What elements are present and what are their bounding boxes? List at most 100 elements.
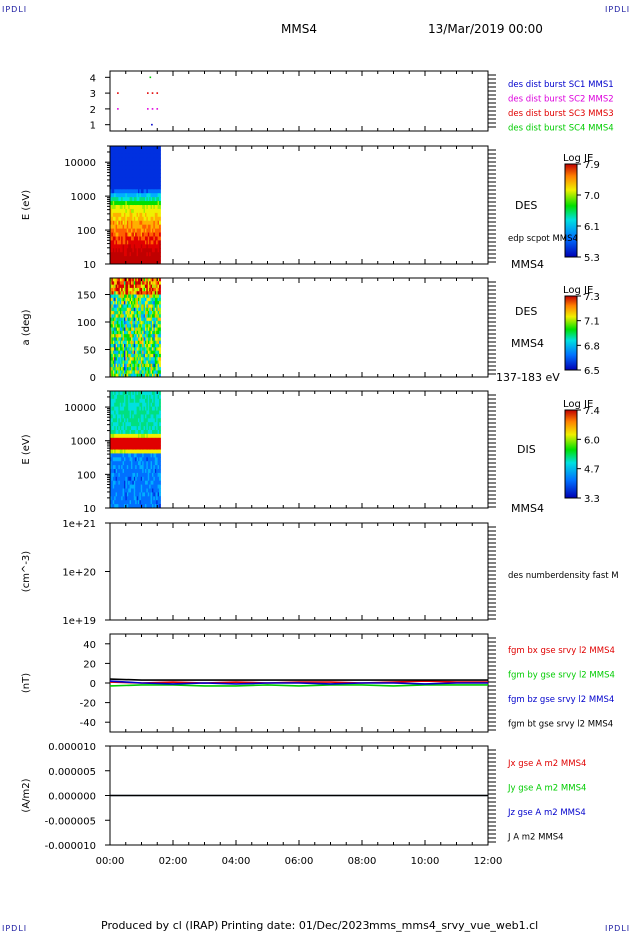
spectrogram-cell xyxy=(125,256,128,261)
spectrogram-cell xyxy=(152,414,154,419)
spectrogram-cell xyxy=(157,504,160,509)
spectrogram-cell xyxy=(153,500,156,505)
spectrogram-cell xyxy=(150,367,153,371)
spectrogram-cell xyxy=(122,391,125,396)
spectrogram-cell xyxy=(133,173,136,178)
spectrogram-cell xyxy=(138,360,140,365)
spectrogram-cell xyxy=(133,433,136,439)
spectrogram-cell xyxy=(117,244,119,249)
spectrogram-cell xyxy=(139,418,142,423)
spectrogram-cell xyxy=(145,394,147,400)
spectrogram-cell xyxy=(135,350,138,355)
spectrogram-cell xyxy=(159,169,161,175)
spectrogram-cell xyxy=(129,461,132,466)
spectrogram-cell xyxy=(156,320,159,325)
spectrogram-cell xyxy=(124,430,126,435)
spectrogram-cell xyxy=(115,287,118,292)
spectrogram-cell xyxy=(122,287,125,292)
spectrogram-cell xyxy=(136,484,139,489)
spectrogram-cell xyxy=(132,492,135,497)
spectrogram-cell xyxy=(119,260,122,265)
burst-point xyxy=(156,108,159,110)
spectrogram-cell xyxy=(146,330,149,335)
spectrogram-cell xyxy=(136,165,139,171)
spectrogram-cell xyxy=(115,301,118,305)
spectrogram-cell xyxy=(117,422,119,427)
spectrogram-cell xyxy=(133,488,136,493)
spectrogram-cell xyxy=(156,294,159,299)
spectrogram-cell xyxy=(159,504,161,509)
spectrogram-cell xyxy=(152,260,154,265)
spectrogram-cell xyxy=(129,212,132,218)
spectrogram-cell xyxy=(111,161,114,167)
spectrogram-cell xyxy=(146,363,149,368)
spectrogram-cell xyxy=(124,330,126,335)
spectrogram-cell xyxy=(110,153,112,159)
spectrogram-cell xyxy=(131,418,133,423)
spectrogram-cell xyxy=(129,244,132,249)
spectrogram-cell xyxy=(126,422,129,427)
spectrogram-cell xyxy=(156,340,159,345)
spectrogram-cell xyxy=(124,248,126,253)
spectrogram-cell xyxy=(126,414,129,419)
spectrogram-cell xyxy=(157,256,160,261)
spectrogram-cell xyxy=(133,344,136,348)
spectrogram-cell xyxy=(114,330,117,335)
spectrogram-cell xyxy=(156,314,159,319)
spectrogram-cell xyxy=(143,232,146,237)
spectrogram-cell xyxy=(111,480,114,486)
y-tick-label: 1000 xyxy=(71,437,96,448)
spectrogram-cell xyxy=(121,224,124,230)
spectrogram-cell xyxy=(124,327,126,332)
spectrogram-cell xyxy=(143,252,146,257)
spectrogram-cell xyxy=(156,492,159,497)
spectrogram-cell xyxy=(121,492,124,497)
spectrogram-cell xyxy=(114,284,117,289)
spectrogram-cell xyxy=(114,500,117,505)
spectrogram-cell xyxy=(129,149,132,155)
spectrogram-cell xyxy=(140,472,143,478)
spectrogram-cell xyxy=(156,240,159,245)
spectrogram-cell xyxy=(125,402,128,408)
spectrogram-cell xyxy=(111,461,114,466)
spectrogram-cell xyxy=(111,330,114,335)
spectrogram-cell xyxy=(136,457,139,462)
spectrogram-cell xyxy=(154,278,157,282)
spectrogram-cell xyxy=(124,157,126,163)
spectrogram-cell xyxy=(145,430,147,435)
spectrogram-cell xyxy=(147,161,150,167)
spectrogram-cell xyxy=(157,304,160,309)
spectrogram-cell xyxy=(119,307,122,312)
spectrogram-cell xyxy=(115,208,118,214)
spectrogram-cell xyxy=(136,350,139,355)
spectrogram-cell xyxy=(128,433,131,439)
spectrogram-cell xyxy=(110,445,112,450)
spectrogram-cell xyxy=(110,353,112,358)
spectrogram-cell xyxy=(150,307,153,312)
spectrogram-cell xyxy=(142,146,145,151)
spectrogram-cell xyxy=(121,297,124,302)
spectrogram-cell xyxy=(122,433,125,439)
spectrogram-cell xyxy=(140,157,143,163)
spectrogram-cell xyxy=(131,291,133,295)
spectrogram-cell xyxy=(159,484,161,489)
spectrogram-cell xyxy=(135,173,138,178)
spectrogram-cell xyxy=(131,484,133,489)
spectrogram-cell xyxy=(133,320,136,325)
spectrogram-cell xyxy=(119,284,122,289)
spectrogram-cell xyxy=(125,278,128,282)
y-tick-label: 1 xyxy=(90,121,96,132)
spectrogram-cell xyxy=(128,281,131,286)
spectrogram-cell xyxy=(143,193,146,198)
spectrogram-cell xyxy=(133,216,136,222)
spectrogram-cell xyxy=(154,472,157,478)
spectrogram-cell xyxy=(118,208,121,214)
spectrogram-cell xyxy=(111,398,114,404)
spectrogram-cell xyxy=(110,484,112,489)
spectrogram-cell xyxy=(136,314,139,319)
spectrogram-cell xyxy=(140,410,143,415)
spectrogram-cell xyxy=(150,465,153,470)
spectrogram-cell xyxy=(136,410,139,415)
spectrogram-cell xyxy=(133,181,136,186)
spectrogram-cell xyxy=(152,472,154,478)
